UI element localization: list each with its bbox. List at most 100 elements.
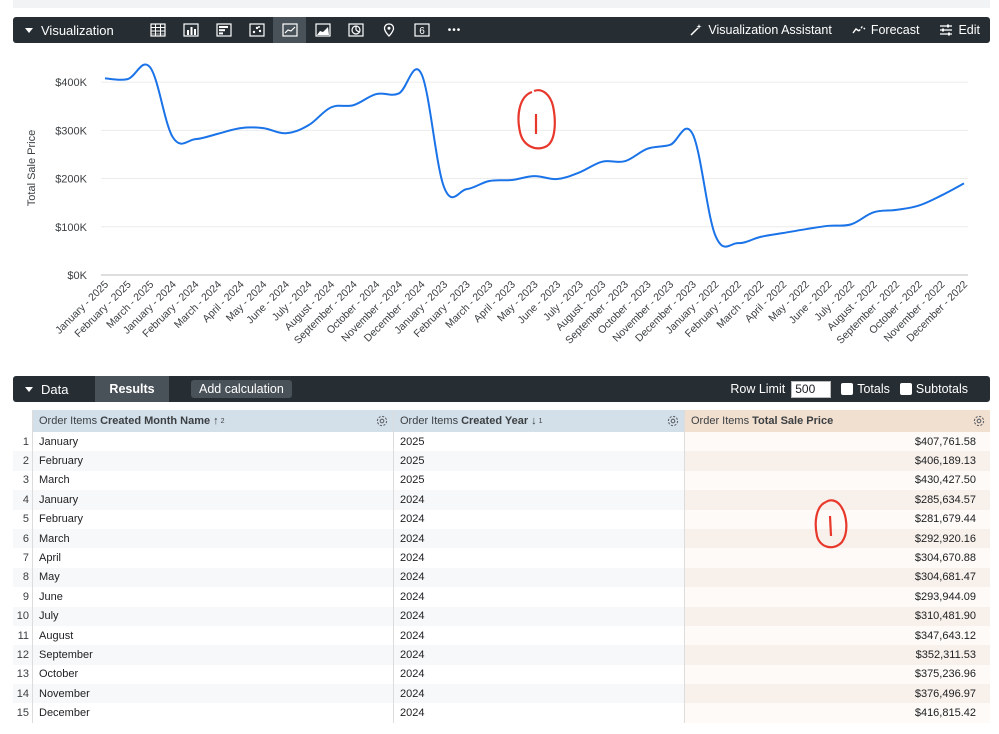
cell-total-sale-price: $376,496.97 — [685, 684, 990, 704]
data-point[interactable] — [620, 156, 630, 166]
more-icon[interactable]: ••• — [438, 17, 471, 43]
column-header-total-sale-price[interactable]: Order Items Total Sale Price — [685, 410, 990, 432]
data-point[interactable] — [168, 132, 178, 142]
row-number: 8 — [13, 567, 33, 588]
data-point[interactable] — [823, 221, 833, 231]
data-point[interactable] — [552, 174, 562, 184]
cell-total-sale-price: $304,681.47 — [685, 567, 990, 588]
cell-year: 2024 — [394, 645, 685, 665]
column-prefix: Order Items — [400, 415, 459, 427]
add-calculation-button[interactable]: Add calculation — [191, 380, 292, 398]
table-row: 10 July 2024 $310,481.90 — [13, 606, 990, 626]
data-point[interactable] — [281, 128, 291, 138]
cell-total-sale-price: $430,427.50 — [685, 470, 990, 491]
data-point[interactable] — [801, 224, 811, 234]
cell-total-sale-price: $416,815.42 — [685, 703, 990, 723]
data-point[interactable] — [371, 89, 381, 99]
table-row: 6 March 2024 $292,920.16 — [13, 528, 990, 549]
top-strip — [13, 0, 990, 8]
y-tick-label: $400K — [55, 77, 87, 89]
bar-chart-icon[interactable] — [174, 17, 207, 43]
data-point[interactable] — [597, 157, 607, 167]
table-icon[interactable] — [141, 17, 174, 43]
table-row: 7 April 2024 $304,670.88 — [13, 548, 990, 568]
data-point[interactable] — [507, 175, 517, 185]
cell-total-sale-price: $304,670.88 — [685, 548, 990, 568]
y-axis-label: Total Sale Price — [26, 130, 38, 206]
gear-icon[interactable] — [666, 414, 680, 428]
data-point[interactable] — [145, 62, 155, 72]
row-number: 11 — [13, 625, 33, 646]
data-point[interactable] — [439, 182, 449, 192]
gear-icon[interactable] — [375, 414, 389, 428]
table-body: 1 January 2025 $407,761.58 2 February 2025 $406… — [13, 432, 990, 723]
y-tick-label: $100K — [55, 222, 87, 234]
sort-arrow-icon: ↓ — [531, 415, 537, 427]
cell-total-sale-price: $352,311.53 — [685, 645, 990, 665]
area-chart-icon[interactable] — [306, 17, 339, 43]
data-point[interactable] — [484, 176, 494, 186]
column-header-year[interactable]: Order Items Created Year ↓ 1 — [394, 410, 685, 432]
pie-chart-icon[interactable] — [339, 17, 372, 43]
subtotals-checkbox[interactable]: Subtotals — [899, 382, 968, 396]
tab-results[interactable]: Results — [95, 376, 169, 402]
visualization-assistant-button[interactable]: Visualization Assistant — [679, 17, 841, 43]
data-point[interactable] — [123, 74, 133, 84]
map-pin-icon[interactable] — [372, 17, 405, 43]
data-point[interactable] — [258, 123, 268, 133]
cell-year: 2025 — [394, 432, 685, 452]
data-point[interactable] — [710, 230, 720, 240]
column-header-month[interactable]: Order Items Created Month Name ↑ 2 — [33, 410, 394, 432]
totals-checkbox[interactable]: Totals — [841, 382, 890, 396]
data-point[interactable] — [665, 140, 675, 150]
table-row: 5 February 2024 $281,679.44 — [13, 509, 990, 529]
data-toggle[interactable]: Data — [13, 376, 95, 402]
data-point[interactable] — [914, 201, 924, 211]
data-point[interactable] — [936, 190, 946, 200]
results-table: Order Items Created Month Name ↑ 2 Order… — [13, 410, 990, 723]
data-point[interactable] — [575, 167, 585, 177]
data-point[interactable] — [756, 232, 766, 242]
data-point[interactable] — [846, 219, 856, 229]
data-point[interactable] — [190, 134, 200, 144]
visualization-toggle[interactable]: Visualization — [13, 17, 141, 43]
data-point[interactable] — [303, 120, 313, 130]
gear-icon[interactable] — [972, 414, 986, 428]
sliders-icon — [940, 24, 953, 36]
edit-button[interactable]: Edit — [929, 17, 990, 43]
data-point[interactable] — [100, 73, 110, 83]
data-point[interactable] — [643, 144, 653, 154]
row-limit-input[interactable] — [791, 380, 832, 398]
data-point[interactable] — [349, 100, 359, 110]
data-point[interactable] — [213, 129, 223, 139]
totals-checkbox-box[interactable] — [841, 383, 854, 395]
sort-order: 2 — [220, 417, 225, 425]
column-chart-icon[interactable] — [207, 17, 240, 43]
data-point[interactable] — [236, 123, 246, 133]
row-number-header — [13, 410, 33, 432]
cell-year: 2024 — [394, 625, 685, 646]
forecast-button[interactable]: Forecast — [842, 17, 930, 43]
subtotals-checkbox-box[interactable] — [899, 383, 912, 395]
data-point[interactable] — [869, 207, 879, 217]
data-point[interactable] — [394, 88, 404, 98]
data-point[interactable] — [733, 238, 743, 248]
data-point[interactable] — [326, 102, 336, 112]
cell-year: 2024 — [394, 567, 685, 588]
data-point[interactable] — [959, 178, 969, 188]
cell-month: March — [33, 470, 394, 491]
data-point[interactable] — [416, 69, 426, 79]
single-value-icon[interactable]: 6 — [405, 17, 438, 43]
data-title: Data — [41, 381, 69, 397]
scatter-icon[interactable] — [240, 17, 273, 43]
data-point[interactable] — [462, 184, 472, 194]
data-point[interactable] — [891, 205, 901, 215]
data-point[interactable] — [530, 171, 540, 181]
line-chart-icon[interactable] — [273, 17, 306, 43]
series-line — [104, 63, 965, 248]
cell-year: 2024 — [394, 548, 685, 568]
line-chart: Total Sale Price $0K $100K $200K $300K $400K… — [13, 48, 990, 370]
data-point[interactable] — [688, 129, 698, 139]
data-point[interactable] — [778, 228, 788, 238]
